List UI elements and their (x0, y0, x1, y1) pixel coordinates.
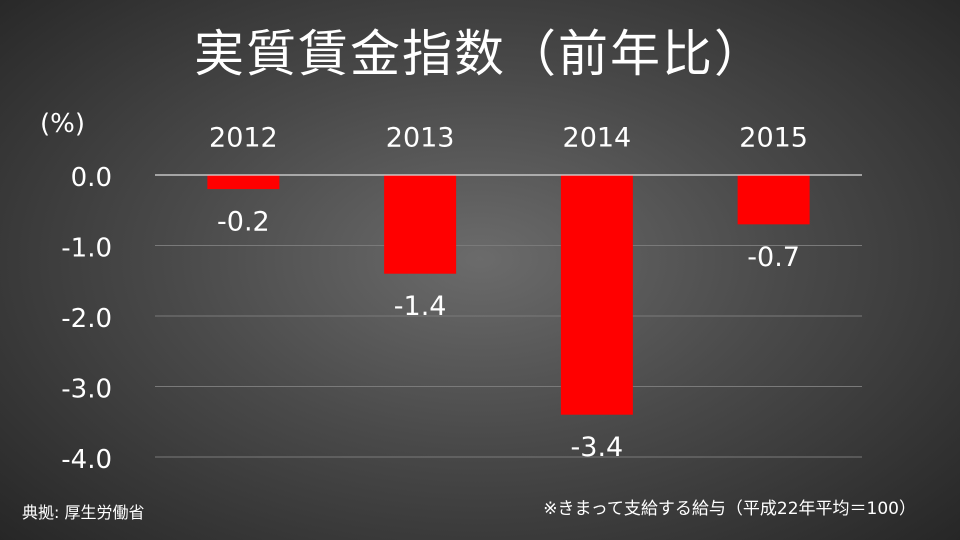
y-tick-label: -1.0 (61, 234, 112, 264)
bar (560, 175, 633, 415)
y-tick-label: -3.0 (61, 375, 112, 405)
y-tick-label: -2.0 (61, 304, 112, 334)
y-tick-label: -4.0 (61, 445, 112, 475)
x-category-label: 2013 (386, 123, 455, 154)
y-tick-label: 0.0 (71, 163, 112, 193)
bar (207, 175, 280, 190)
x-category-label: 2014 (563, 123, 632, 154)
data-label: -0.2 (217, 207, 270, 238)
x-category-label: 2015 (739, 123, 808, 154)
y-axis-unit-label: (%) (40, 109, 85, 139)
data-label: -1.4 (394, 291, 447, 322)
data-label: -3.4 (571, 432, 624, 463)
source-note: 典拠: 厚生労働省 (22, 503, 145, 522)
footnote: ※きまって支給する給与（平成22年平均＝100） (543, 499, 916, 519)
bar (737, 175, 810, 225)
bar (384, 175, 457, 274)
x-category-label: 2012 (209, 123, 278, 154)
data-label: -0.7 (747, 242, 800, 273)
chart-title: 実質賃金指数（前年比） (194, 25, 766, 83)
